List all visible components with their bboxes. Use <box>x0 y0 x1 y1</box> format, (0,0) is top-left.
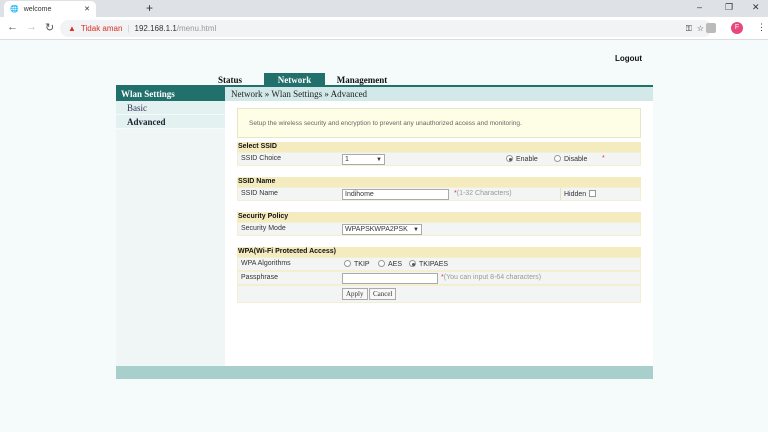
radio-icon <box>554 155 561 162</box>
section-select-ssid: Select SSID <box>237 142 641 152</box>
reload-icon[interactable]: ↻ <box>45 22 55 34</box>
profile-avatar[interactable]: F <box>731 22 743 34</box>
browser-tab-bar <box>0 0 768 17</box>
hidden-label: Hidden <box>564 191 587 198</box>
tkip-label: TKIP <box>354 261 370 268</box>
close-tab-icon[interactable]: ✕ <box>84 6 90 13</box>
wpa-algorithms-label: WPA Algorithms <box>241 260 291 267</box>
disable-label: Disable <box>564 156 588 163</box>
aes-radio[interactable]: AES <box>378 260 402 268</box>
tkipaes-radio[interactable]: TKIPAES <box>409 260 448 268</box>
aes-label: AES <box>388 261 403 268</box>
tkip-radio[interactable]: TKIP <box>344 260 370 268</box>
tab-network[interactable]: Network <box>264 73 325 86</box>
footer-bar <box>116 366 653 379</box>
ssid-choice-select[interactable]: 1 ▼ <box>342 154 385 165</box>
button-row: Apply Cancel <box>237 285 641 303</box>
section-ssid-name: SSID Name <box>237 177 641 187</box>
sidebar: Basic Advanced <box>116 101 225 366</box>
ssid-name-label: SSID Name <box>241 190 278 197</box>
breadcrumb: Network » Wlan Settings » Advanced <box>225 87 653 101</box>
tab-management[interactable]: Management <box>336 75 388 85</box>
tkipaes-label: TKIPAES <box>419 261 449 268</box>
cancel-button[interactable]: Cancel <box>369 288 397 300</box>
intro-text: Setup the wireless security and encrypti… <box>237 108 641 138</box>
logout-link[interactable]: Logout <box>615 54 643 63</box>
wpa-algorithms-row: WPA Algorithms TKIP AES TKIPAES <box>237 257 641 271</box>
chevron-down-icon: ▼ <box>413 226 419 233</box>
security-mode-value: WPAPSKWPA2PSK <box>345 226 408 233</box>
required-mark: * <box>454 190 457 197</box>
url-input[interactable]: ▲ Tidak aman | 192.168.1.1/menu.html ⚿ ☆ <box>60 20 712 37</box>
cell-divider <box>560 188 561 200</box>
menu-icon[interactable]: ⋮ <box>757 22 766 32</box>
sidebar-item-basic[interactable]: Basic <box>116 101 225 115</box>
radio-icon <box>344 260 351 267</box>
disable-radio[interactable]: Disable <box>554 155 587 163</box>
ssid-choice-value: 1 <box>345 156 349 163</box>
warning-icon: ▲ <box>68 24 76 33</box>
url-host: 192.168.1.1 <box>134 24 177 33</box>
enable-radio[interactable]: Enable <box>506 155 538 163</box>
apply-button[interactable]: Apply <box>342 288 368 300</box>
nav-divider <box>116 85 653 87</box>
enable-label: Enable <box>516 156 538 163</box>
passphrase-row: Passphrase *(You can input 8-64 characte… <box>237 271 641 285</box>
section-security-policy: Security Policy <box>237 212 641 222</box>
tab-title: welcome <box>23 5 52 13</box>
new-tab-button[interactable]: + <box>146 1 154 15</box>
sidebar-item-advanced[interactable]: Advanced <box>116 115 225 129</box>
browser-tab[interactable]: 🌐 welcome ✕ <box>4 1 96 17</box>
required-mark: * <box>441 274 444 281</box>
radio-icon <box>378 260 385 267</box>
security-mode-row: Security Mode WPAPSKWPA2PSK ▼ <box>237 222 641 236</box>
ssid-choice-row: SSID Choice 1 ▼ Enable Disable * <box>237 152 641 166</box>
key-icon[interactable]: ⚿ <box>685 23 692 33</box>
sidebar-title: Wlan Settings <box>116 87 225 101</box>
globe-icon: 🌐 <box>10 6 19 13</box>
radio-icon <box>409 260 416 267</box>
required-mark: * <box>602 155 605 162</box>
section-wpa: WPA(Wi-Fi Protected Access) <box>237 247 641 257</box>
passphrase-label: Passphrase <box>241 274 278 281</box>
security-mode-label: Security Mode <box>241 225 286 232</box>
star-icon[interactable]: ☆ <box>696 24 704 33</box>
back-icon[interactable]: ← <box>7 21 18 33</box>
security-label[interactable]: Tidak aman <box>80 24 123 33</box>
hidden-checkbox[interactable] <box>589 190 597 197</box>
url-path: /menu.html <box>176 24 217 33</box>
security-mode-select[interactable]: WPAPSKWPA2PSK ▼ <box>342 224 422 235</box>
ssid-name-hint: (1-32 Characters) <box>456 190 512 197</box>
chevron-down-icon: ▼ <box>376 156 382 163</box>
restore-icon[interactable]: ❐ <box>725 2 734 12</box>
radio-icon <box>506 155 513 162</box>
passphrase-input[interactable] <box>342 273 438 284</box>
ssid-name-row: SSID Name Indihome *(1-32 Characters) Hi… <box>237 187 641 201</box>
forward-icon[interactable]: → <box>26 21 37 33</box>
passphrase-hint: (You can input 8-64 characters) <box>443 274 542 281</box>
extension-icon[interactable] <box>706 23 716 33</box>
close-window-icon[interactable]: ✕ <box>752 2 760 12</box>
tab-status[interactable]: Status <box>217 75 242 85</box>
ssid-choice-label: SSID Choice <box>241 155 282 162</box>
minimize-icon[interactable]: – <box>697 2 703 12</box>
ssid-name-input[interactable]: Indihome <box>342 189 449 200</box>
